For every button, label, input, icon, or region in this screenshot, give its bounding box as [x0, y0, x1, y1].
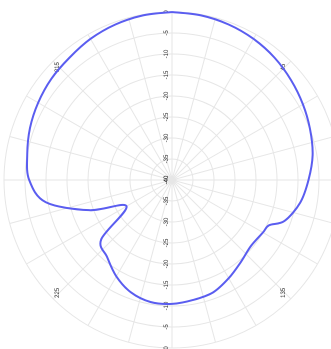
radial-tick-label: -25 [164, 238, 170, 247]
radial-tick-label: -30 [164, 217, 170, 226]
grid-spoke [9, 136, 173, 181]
grid-spoke [171, 179, 331, 224]
radial-tick-label: -5 [164, 324, 170, 330]
grid-spoke [9, 179, 173, 224]
radial-tick-label: -40 [164, 175, 170, 184]
grid-spoke [171, 179, 318, 265]
grid-spoke [171, 179, 292, 300]
angular-grid [4, 12, 331, 348]
grid-spoke [171, 34, 257, 181]
radial-tick-label: -20 [164, 91, 170, 100]
radial-tick-label: -25 [164, 112, 170, 121]
grid-spoke [52, 60, 173, 181]
grid-spoke [171, 17, 216, 181]
angle-label: 315 [55, 61, 61, 72]
grid-spoke [26, 179, 173, 265]
pattern-line [25, 11, 314, 306]
grid-spoke [171, 136, 331, 181]
radial-tick-label: -5 [164, 30, 170, 36]
angle-labels: 45 135 225 315 [55, 61, 287, 297]
grid-spoke [26, 95, 173, 181]
angle-label: 135 [281, 287, 287, 298]
grid-spoke [87, 179, 173, 326]
grid-spoke [171, 60, 292, 181]
angle-label: 225 [55, 287, 61, 298]
grid-spoke [171, 179, 216, 343]
radial-tick-label: -15 [164, 280, 170, 289]
grid-spoke [171, 179, 257, 326]
radial-tick-label: -15 [164, 70, 170, 79]
radial-tick-label: 0 [164, 346, 170, 349]
series-layer [25, 11, 314, 306]
grid-spoke [128, 17, 173, 181]
radial-tick-label: -40 [164, 175, 170, 184]
grid-spoke [87, 34, 173, 181]
radial-tick-labels: -40-40-35-35-30-30-25-25-20-20-15-15-10-… [164, 10, 170, 349]
radial-tick-label: -10 [164, 49, 170, 58]
radial-tick-label: -30 [164, 133, 170, 142]
grid-spoke [128, 179, 173, 343]
grid-spoke [171, 95, 318, 181]
radial-tick-label: -35 [164, 196, 170, 205]
radial-tick-label: -35 [164, 154, 170, 163]
angle-label: 45 [281, 63, 287, 70]
radial-tick-label: -20 [164, 259, 170, 268]
radial-tick-label: -10 [164, 301, 170, 310]
grid-spoke [52, 179, 173, 300]
